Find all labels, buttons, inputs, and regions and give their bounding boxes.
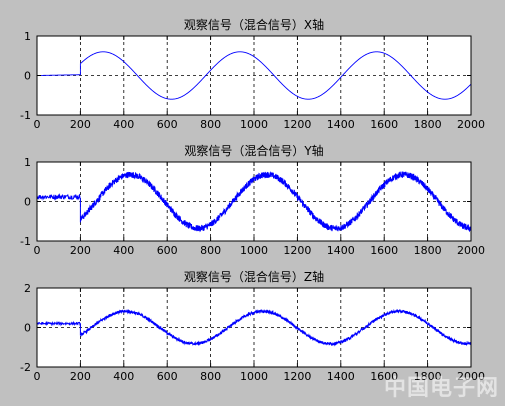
x-tick-label: 200 <box>70 244 91 257</box>
x-tick-label: 1600 <box>370 244 398 257</box>
x-tick-label: 1400 <box>327 118 355 131</box>
x-tick-label: 2000 <box>457 244 485 257</box>
y-tick-label: 0 <box>24 322 31 335</box>
x-tick-label: 2000 <box>457 370 485 383</box>
x-tick-label: 1800 <box>414 118 442 131</box>
x-tick-label: 2000 <box>457 118 485 131</box>
x-tick-label: 400 <box>113 370 134 383</box>
subplot-title: 观察信号（混合信号）Z轴 <box>184 269 324 284</box>
subplot-z-axis: 0 200 400 600 800 1000 1200 1400 1600 1800 2000-20… <box>20 269 485 383</box>
x-tick-label: 1400 <box>327 370 355 383</box>
subplot-y-axis: 0 200 400 600 800 1000 1200 1400 1600 1800 2000-10… <box>20 143 485 257</box>
y-tick-label: 0 <box>24 196 31 209</box>
x-tick-label: 600 <box>157 244 178 257</box>
x-tick-label: 800 <box>200 370 221 383</box>
x-tick-label: 1200 <box>283 244 311 257</box>
watermark: 中国电子网 <box>383 376 499 401</box>
x-tick-label: 1000 <box>240 370 268 383</box>
x-tick-label: 1000 <box>240 244 268 257</box>
y-tick-label: -1 <box>20 109 31 122</box>
x-tick-label: 0 <box>34 370 41 383</box>
x-tick-label: 600 <box>157 118 178 131</box>
x-tick-label: 1200 <box>283 118 311 131</box>
x-tick-label: 0 <box>34 118 41 131</box>
y-tick-label: 2 <box>24 282 31 295</box>
x-tick-label: 1600 <box>370 370 398 383</box>
subplot-title: 观察信号（混合信号）X轴 <box>184 17 324 32</box>
x-tick-label: 1800 <box>414 370 442 383</box>
series-line <box>36 308 472 347</box>
x-tick-label: 600 <box>157 370 178 383</box>
y-tick-label: 1 <box>24 156 31 169</box>
x-tick-label: 200 <box>70 370 91 383</box>
x-tick-label: 200 <box>70 118 91 131</box>
x-tick-label: 800 <box>200 244 221 257</box>
y-tick-label: 1 <box>24 30 31 43</box>
y-tick-label: -1 <box>20 235 31 248</box>
x-tick-label: 1200 <box>283 370 311 383</box>
y-tick-label: 0 <box>24 70 31 83</box>
x-tick-label: 1400 <box>327 244 355 257</box>
x-tick-label: 1600 <box>370 118 398 131</box>
x-tick-label: 400 <box>113 244 134 257</box>
y-tick-label: -2 <box>20 361 31 374</box>
x-tick-label: 0 <box>34 244 41 257</box>
x-tick-label: 1800 <box>414 244 442 257</box>
x-tick-label: 800 <box>200 118 221 131</box>
series-line <box>36 51 472 100</box>
subplot-title: 观察信号（混合信号）Y轴 <box>184 143 323 158</box>
series-line <box>36 170 472 233</box>
subplot-x-axis: 0 200 400 600 800 1000 1200 1400 1600 1800 2000-10… <box>20 17 485 131</box>
x-tick-label: 1000 <box>240 118 268 131</box>
x-tick-label: 400 <box>113 118 134 131</box>
